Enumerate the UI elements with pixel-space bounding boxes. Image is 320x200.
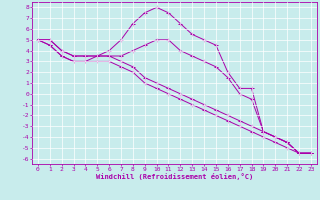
X-axis label: Windchill (Refroidissement éolien,°C): Windchill (Refroidissement éolien,°C): [96, 173, 253, 180]
